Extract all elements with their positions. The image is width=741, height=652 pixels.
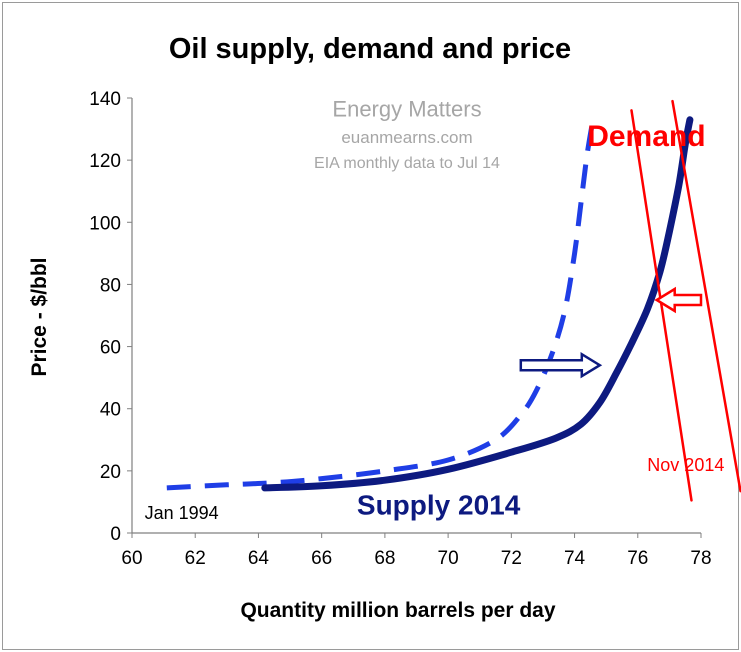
annotations-layer: Energy Matters euanmearns.com EIA monthly … xyxy=(145,97,725,523)
demand-shift-arrow xyxy=(654,286,703,314)
y-tick-label: 80 xyxy=(100,275,121,296)
x-tick-label: 74 xyxy=(564,548,586,569)
demand-line-1 xyxy=(630,109,693,502)
y-tick-label: 60 xyxy=(100,338,121,359)
y-tick-label: 20 xyxy=(100,462,121,483)
jan-1994-label: Jan 1994 xyxy=(145,503,219,523)
demand-line-2 xyxy=(671,99,741,493)
chart-title: Oil supply, demand and price xyxy=(169,33,571,65)
watermark-title: Energy Matters xyxy=(332,97,481,122)
x-tick-label: 78 xyxy=(690,548,711,569)
supply-2014-curve xyxy=(261,116,694,492)
x-axis-label: Quantity million barrels per day xyxy=(240,599,555,622)
x-tick-label: 62 xyxy=(185,548,206,569)
supply-2014-label: Supply 2014 xyxy=(357,489,521,520)
watermark-source: EIA monthly data to Jul 14 xyxy=(314,155,500,172)
x-tick-label: 72 xyxy=(501,548,522,569)
x-tick-label: 66 xyxy=(311,548,332,569)
supply-shift-arrow xyxy=(519,351,603,379)
y-tick-label: 100 xyxy=(89,213,121,234)
tick-labels: 60 62 64 66 68 70 72 74 76 78 0 20 40 60 80 100 120 140 xyxy=(89,89,711,569)
demand-label: Demand xyxy=(587,120,705,153)
arrows-layer xyxy=(519,286,703,379)
x-tick-label: 70 xyxy=(438,548,459,569)
x-tick-label: 76 xyxy=(627,548,648,569)
y-tick-label: 40 xyxy=(100,400,121,421)
supply-1994-curve xyxy=(166,116,596,491)
y-tick-label: 0 xyxy=(110,524,121,545)
y-axis-label: Price - $/bbl xyxy=(28,257,51,376)
y-tick-label: 120 xyxy=(89,151,121,172)
x-tick-label: 60 xyxy=(121,548,142,569)
x-tick-label: 68 xyxy=(374,548,395,569)
y-tick-label: 140 xyxy=(89,89,121,110)
nov-2014-label: Nov 2014 xyxy=(647,455,724,475)
x-tick-label: 64 xyxy=(248,548,270,569)
series-layer xyxy=(166,99,741,502)
watermark-url: euanmearns.com xyxy=(341,128,472,147)
axes xyxy=(127,97,702,538)
